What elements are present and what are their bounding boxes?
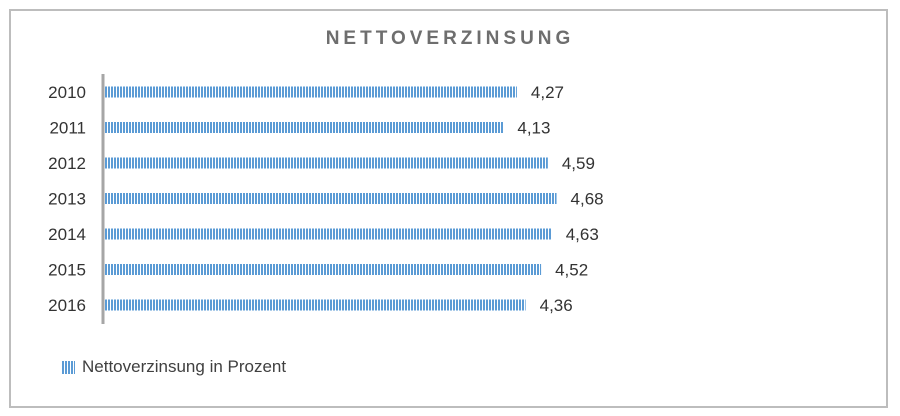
value-label-2010: 4,27 bbox=[531, 83, 564, 102]
category-label-2014: 2014 bbox=[48, 225, 86, 244]
legend: Nettoverzinsung in Prozent bbox=[62, 357, 286, 377]
bar-2013 bbox=[104, 193, 557, 204]
bar-2010 bbox=[104, 86, 517, 98]
bar-2015 bbox=[104, 264, 542, 275]
category-label-2011: 2011 bbox=[49, 119, 86, 138]
value-label-2014: 4,63 bbox=[566, 225, 599, 244]
chart-frame bbox=[9, 9, 888, 408]
value-label-2016: 4,36 bbox=[540, 296, 573, 315]
category-label-2015: 2015 bbox=[48, 261, 86, 280]
category-label-2012: 2012 bbox=[48, 154, 86, 173]
value-label-2012: 4,59 bbox=[562, 154, 595, 173]
value-label-2013: 4,68 bbox=[571, 190, 604, 209]
category-label-2010: 2010 bbox=[48, 83, 86, 102]
bar-2012 bbox=[104, 157, 548, 169]
value-label-2011: 4,13 bbox=[517, 119, 550, 138]
category-label-2013: 2013 bbox=[48, 190, 86, 209]
bar-2014 bbox=[104, 228, 552, 240]
bars-layer: 2010 4,27 2011 4,13 2012 4,59 2013 4,68 2014 4,63… bbox=[48, 83, 603, 315]
bar-2016 bbox=[104, 299, 526, 311]
legend-swatch bbox=[62, 360, 75, 374]
chart-title: NETTOVERZINSUNG bbox=[325, 28, 575, 49]
category-label-2016: 2016 bbox=[48, 296, 86, 315]
value-label-2015: 4,52 bbox=[555, 261, 588, 280]
legend-label: Nettoverzinsung in Prozent bbox=[82, 357, 287, 376]
bar-2011 bbox=[104, 122, 504, 133]
